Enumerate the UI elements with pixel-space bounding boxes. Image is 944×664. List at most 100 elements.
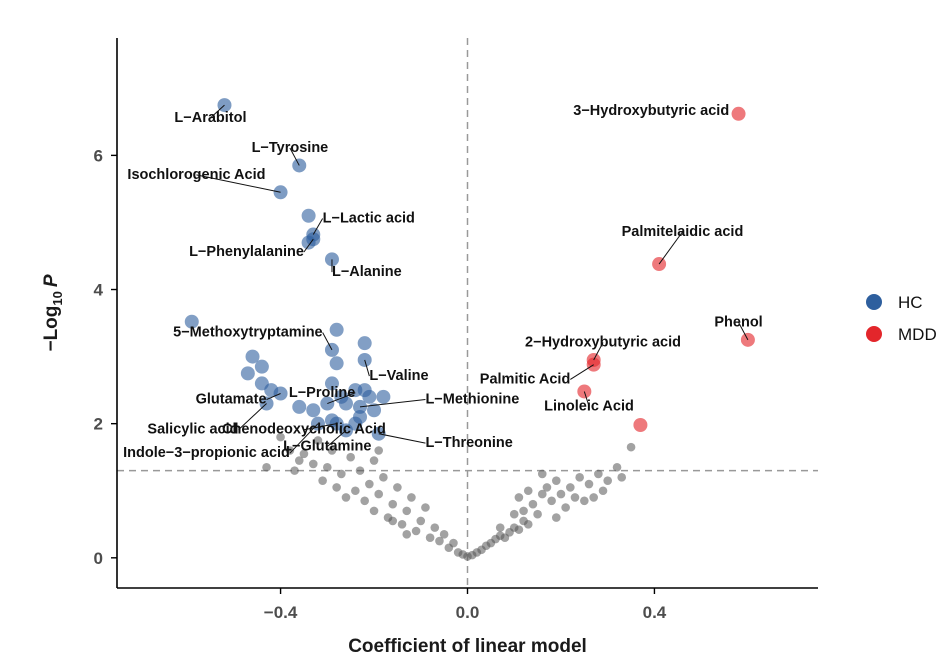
point-label: L−Alanine — [332, 264, 402, 280]
ns-point — [355, 466, 365, 475]
ns-point — [551, 513, 561, 522]
ns-point — [575, 473, 584, 482]
point-label: L−Lactic acid — [323, 210, 415, 226]
ns-point — [290, 466, 299, 475]
non-significant-points — [262, 432, 636, 561]
axes: −0.4 0.0 0.4 0 2 4 6 Coefficient of linear mo… — [41, 38, 818, 657]
label-leader-line — [593, 342, 604, 361]
label-leader-line — [738, 322, 749, 341]
x-axis-title: Coefficient of linear model — [348, 636, 587, 657]
point-label: L−Valine — [369, 368, 428, 384]
ns-point — [276, 432, 285, 442]
label-leader-line — [570, 364, 594, 380]
point-label: L−Glutamine — [283, 439, 371, 455]
y-axis-title-suffix: P — [41, 274, 62, 287]
y-tick-label: 4 — [94, 281, 104, 300]
label-leader-line — [238, 403, 267, 431]
y-axis-title-subscript: 10 — [50, 291, 65, 305]
ns-point — [425, 533, 435, 542]
hc-point — [306, 403, 321, 418]
label-leader-line — [327, 392, 356, 405]
hc-point — [357, 336, 372, 351]
ns-point — [323, 462, 332, 472]
ns-point — [369, 506, 379, 516]
ns-point — [402, 530, 412, 539]
ns-point — [589, 493, 598, 502]
hc-point — [292, 399, 307, 414]
point-label: L−Tyrosine — [252, 140, 329, 156]
x-tick-label: −0.4 — [264, 603, 298, 622]
y-axis-title: −Log10 P — [41, 274, 65, 351]
point-label: Isochlorogenic Acid — [127, 167, 265, 183]
label-leader-line — [196, 174, 281, 193]
ns-point — [566, 483, 575, 492]
ns-point — [547, 496, 556, 506]
hc-point — [329, 356, 344, 371]
point-label: 3−Hydroxybutyric acid — [573, 103, 729, 119]
point-label: 5−Methoxytryptamine — [173, 324, 322, 340]
label-leader-line — [266, 393, 281, 401]
point-label: 2−Hydroxybutyric acid — [525, 335, 681, 351]
ns-point — [313, 436, 323, 445]
ns-point — [580, 496, 589, 506]
label-leader-line — [303, 238, 314, 253]
label-leader-line — [289, 147, 300, 166]
ns-point — [294, 456, 304, 465]
point-label: Salicylic acid — [147, 422, 238, 438]
ns-point — [262, 462, 271, 472]
ns-point — [318, 476, 327, 485]
mdd-point — [731, 106, 746, 121]
y-axis-ticks: 0 2 4 6 — [94, 146, 117, 568]
label-leader-line — [303, 423, 337, 431]
ns-point — [299, 449, 309, 459]
plot-area: L−Arabitol L−Tyrosine Isochlorogenic Acid L… — [117, 38, 818, 588]
ns-point — [337, 469, 346, 479]
ns-point — [594, 469, 603, 479]
legend-key-hc — [866, 294, 882, 310]
y-axis-title-prefix: −Log — [41, 306, 62, 352]
hc-point — [376, 389, 391, 404]
point-label: L−Threonine — [425, 435, 512, 451]
y-tick-label: 6 — [94, 146, 103, 165]
ns-point — [626, 442, 636, 452]
ns-point — [556, 489, 566, 499]
hc-point — [184, 314, 199, 329]
ns-point — [537, 469, 547, 479]
hc-point — [301, 208, 316, 223]
ns-point — [561, 503, 570, 512]
ns-point — [570, 493, 580, 502]
point-label: Indole−3−propionic acid — [123, 445, 290, 461]
legend-label-hc: HC — [898, 293, 923, 312]
ns-point — [523, 486, 533, 496]
x-tick-label: 0.0 — [456, 603, 480, 622]
point-label: Chenodeoxycholic Acid — [222, 422, 386, 438]
point-label: Glutamate — [196, 392, 267, 408]
ns-point — [341, 493, 351, 502]
point-label: Palmitic Acid — [480, 371, 571, 387]
ns-point — [495, 523, 505, 532]
ns-point — [308, 459, 318, 469]
point-label: Phenol — [714, 314, 762, 330]
ns-point — [388, 516, 398, 526]
ns-point — [430, 523, 440, 532]
ns-point — [369, 456, 379, 465]
ns-point — [449, 538, 458, 548]
ns-point — [533, 509, 542, 519]
point-label: Linoleic Acid — [544, 398, 634, 414]
ns-point — [327, 446, 337, 455]
ns-point — [393, 483, 402, 492]
ns-point — [374, 489, 384, 499]
hc-point — [329, 322, 344, 337]
ns-point — [612, 462, 622, 472]
label-leader-line — [658, 231, 683, 265]
ns-point — [360, 496, 369, 506]
ns-point — [374, 446, 384, 455]
hc-point — [254, 359, 269, 374]
label-leader-line — [312, 218, 324, 235]
hc-point — [240, 366, 255, 381]
ns-point — [584, 479, 594, 489]
point-labels: L−Arabitol L−Tyrosine Isochlorogenic Acid L… — [123, 103, 763, 461]
legend-label-mdd: MDD — [898, 325, 937, 344]
ns-point — [407, 493, 416, 502]
